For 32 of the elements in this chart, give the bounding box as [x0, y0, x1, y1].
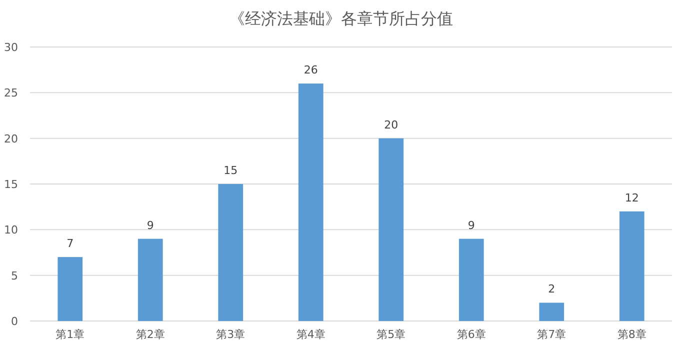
bar	[619, 211, 644, 321]
y-tick-label: 10	[4, 224, 18, 237]
data-label: 9	[146, 218, 154, 232]
chart-title: 《经济法基础》各章节所占分值	[229, 9, 453, 28]
bar	[138, 238, 163, 321]
x-tick-label: 第6章	[456, 328, 486, 341]
y-tick-label: 0	[11, 315, 18, 328]
bar	[218, 184, 244, 321]
bar	[539, 302, 564, 321]
x-tick-label: 第2章	[136, 328, 165, 341]
data-label: 26	[304, 64, 318, 77]
data-label: 20	[384, 118, 398, 132]
x-tick-label: 第1章	[56, 328, 85, 341]
bar	[458, 238, 484, 321]
y-tick-label: 20	[4, 132, 18, 146]
y-tick-label: 30	[4, 41, 18, 54]
data-label: 12	[624, 191, 639, 204]
y-tick-label: 5	[11, 269, 18, 282]
y-tick-label: 15	[4, 178, 18, 191]
x-tick-label: 第3章	[216, 328, 246, 341]
x-tick-label: 第8章	[617, 328, 646, 341]
data-label: 15	[224, 164, 238, 177]
data-label: 9	[468, 218, 475, 232]
bar	[378, 138, 404, 321]
data-label: 7	[66, 237, 74, 250]
bar	[58, 257, 83, 321]
x-tick-label: 第4章	[296, 328, 326, 341]
data-label: 2	[548, 282, 556, 296]
y-tick-label: 25	[4, 86, 18, 100]
bar	[298, 84, 324, 321]
x-tick-label: 第7章	[537, 328, 566, 341]
x-tick-label: 第5章	[376, 328, 406, 341]
